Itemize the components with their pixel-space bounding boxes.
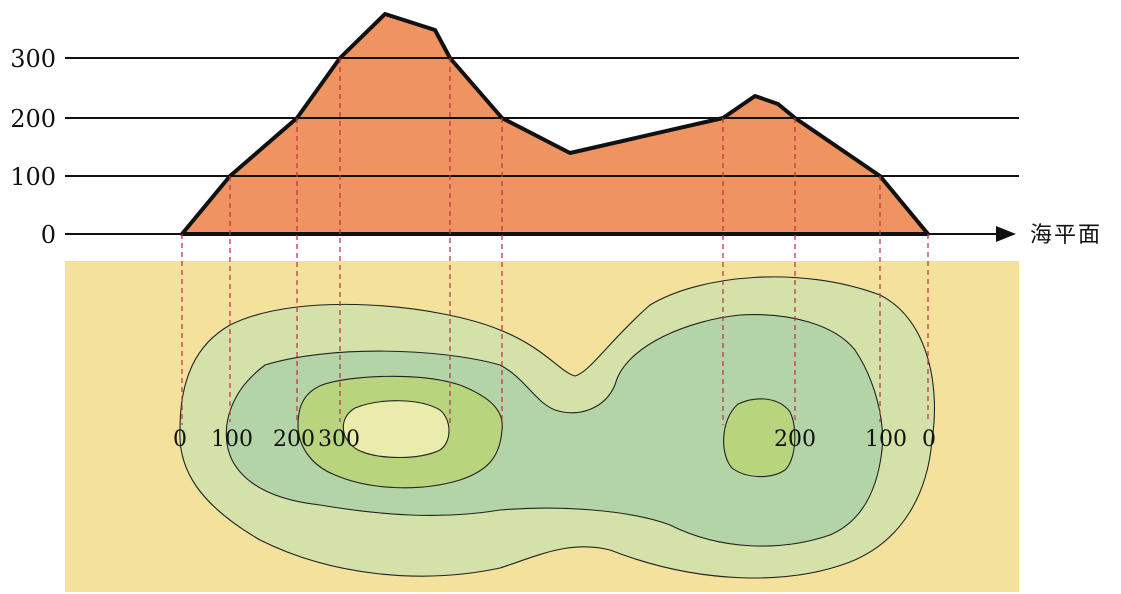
contour-label-200-west: 200 — [273, 427, 315, 452]
contour-label-100-west: 100 — [211, 427, 253, 452]
contour-label-300: 300 — [318, 427, 360, 452]
sea-level-label: 海平面 — [1030, 223, 1102, 248]
y-tick-100: 100 — [10, 163, 56, 191]
contour-label-200-east: 200 — [774, 427, 816, 452]
y-tick-300: 300 — [10, 45, 56, 73]
sea-level-arrow-icon — [996, 226, 1016, 242]
contour-label-0-west: 0 — [173, 427, 187, 452]
y-tick-0: 0 — [41, 221, 56, 249]
contour-label-0-east: 0 — [922, 427, 936, 452]
contour-label-100-east: 100 — [865, 427, 907, 452]
y-tick-200: 200 — [10, 105, 56, 133]
mountain-profile — [182, 14, 928, 234]
